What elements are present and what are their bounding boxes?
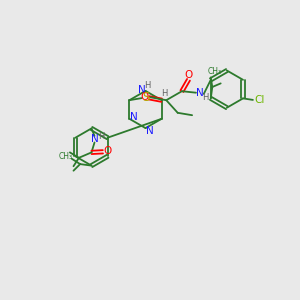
Text: H: H xyxy=(98,132,104,141)
Text: H: H xyxy=(202,93,208,102)
Text: N: N xyxy=(91,134,99,145)
Text: N: N xyxy=(138,85,146,95)
Text: CH₃: CH₃ xyxy=(208,67,222,76)
Text: O: O xyxy=(103,146,112,156)
Text: O: O xyxy=(185,70,193,80)
Text: S: S xyxy=(142,91,150,104)
Text: Cl: Cl xyxy=(254,95,264,105)
Text: H: H xyxy=(162,89,168,98)
Text: N: N xyxy=(196,88,203,98)
Text: O: O xyxy=(141,92,149,102)
Text: H: H xyxy=(144,81,151,90)
Text: N: N xyxy=(146,125,154,136)
Text: CH₃: CH₃ xyxy=(58,152,73,161)
Text: N: N xyxy=(130,112,138,122)
